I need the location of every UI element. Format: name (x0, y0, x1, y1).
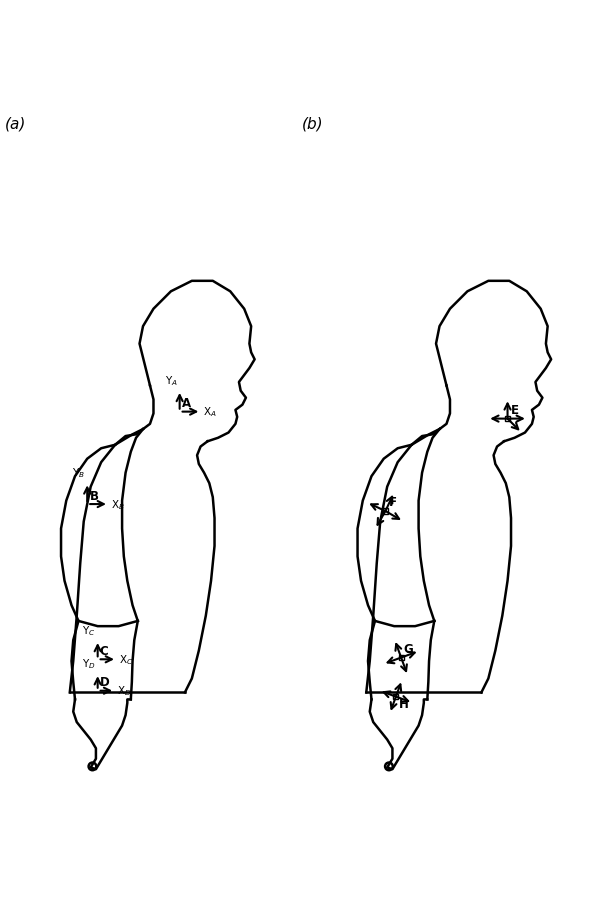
Text: (a): (a) (5, 117, 27, 132)
Text: X$_{B}$: X$_{B}$ (111, 498, 125, 512)
Text: $\bf{G}$: $\bf{G}$ (403, 644, 414, 656)
Text: Y$_{B}$: Y$_{B}$ (72, 466, 85, 481)
Text: $\bf{H}$: $\bf{H}$ (398, 698, 409, 711)
Text: $\bf{E}$: $\bf{E}$ (509, 403, 519, 417)
Text: Y$_{D}$: Y$_{D}$ (82, 657, 96, 671)
Text: X$_{D}$: X$_{D}$ (117, 685, 132, 698)
Text: Y$_{A}$: Y$_{A}$ (165, 374, 178, 388)
Text: $\bf{F}$: $\bf{F}$ (388, 496, 397, 509)
Text: X$_{A}$: X$_{A}$ (203, 405, 217, 419)
Text: $\bf{B}$: $\bf{B}$ (88, 490, 99, 503)
Text: $\bf{D}$: $\bf{D}$ (99, 676, 110, 689)
Text: $\bf{C}$: $\bf{C}$ (99, 645, 109, 658)
Text: (b): (b) (302, 117, 323, 132)
Text: Y$_{C}$: Y$_{C}$ (82, 625, 96, 638)
Text: X$_{C}$: X$_{C}$ (119, 653, 133, 667)
Text: $\bf{A}$: $\bf{A}$ (181, 397, 192, 410)
